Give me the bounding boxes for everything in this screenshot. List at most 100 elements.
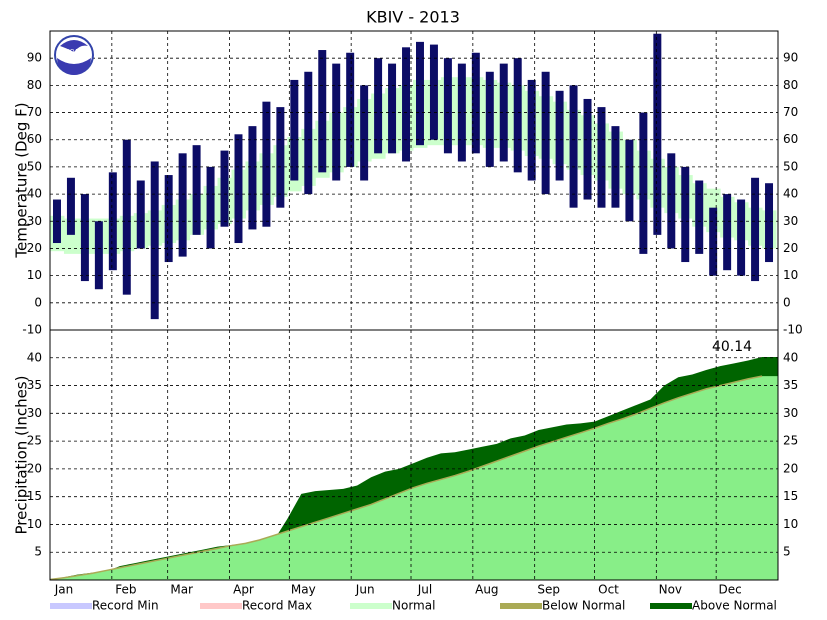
legend-swatch [200,603,242,609]
y-tick-label-right: 20 [783,241,798,255]
y-tick-label-right: 10 [783,268,798,282]
y-tick-label: 40 [27,187,42,201]
temperature-bar [360,85,369,181]
temperature-bar [346,52,355,167]
y-tick-label: 0 [34,295,42,309]
temperature-bar [625,139,634,222]
y-tick-label: 35 [27,378,42,392]
x-tick-label: Nov [659,583,682,597]
y-tick-label-right: 35 [783,378,798,392]
temperature-bar [262,101,271,227]
x-tick-label: Aug [475,583,498,597]
normal-precip-area [50,376,778,580]
temperature-bar [709,207,718,276]
temperature-bar [555,90,564,181]
y-tick-label: 50 [27,159,42,173]
y-tick-label: 70 [27,105,42,119]
temperature-bar [234,134,243,244]
temperature-bar [178,153,187,257]
temperature-bar [290,79,299,181]
y-tick-label: 10 [27,517,42,531]
temperature-bar [765,183,774,263]
x-tick-label: Jan [54,583,74,597]
y-tick-label: 30 [27,214,42,228]
legend-label: Normal [392,599,435,613]
y-tick-label: 90 [27,51,42,65]
temperature-bar [402,47,411,162]
temperature-bar [737,199,746,276]
temperature-bar [569,85,578,208]
temperature-bar [583,98,592,200]
temperature-bar [667,153,676,249]
temperature-bar [220,150,229,227]
y-axis-title: Precipitation (Inches) [13,376,31,535]
y-tick-label: 5 [34,545,42,559]
y-tick-label-right: 70 [783,105,798,119]
y-tick-label: 10 [27,268,42,282]
temperature-bar [695,180,704,254]
y-tick-label-right: 40 [783,187,798,201]
temperature-bar [541,71,550,195]
chart-title: KBIV - 2013 [366,8,460,27]
normal-precip-line [49,375,763,581]
y-tick-label-right: -10 [783,323,803,337]
logo-text: NOAA [65,49,83,56]
x-tick-label: Feb [115,583,136,597]
x-tick-label: Jul [417,583,432,597]
legend-label: Record Max [242,599,312,613]
total-label: 40.14 [712,339,752,355]
temperature-bar [248,126,257,230]
y-tick-label: 30 [27,406,42,420]
temperature-bar [80,194,89,282]
temperature-bar [374,58,383,154]
x-tick-label: Jun [355,583,375,597]
temperature-bar [527,79,536,181]
logo-bird [60,40,88,52]
y-tick-label-right: 90 [783,51,798,65]
x-tick-label: Apr [233,583,254,597]
y-tick-label: -10 [22,323,42,337]
x-tick-label: Mar [170,583,193,597]
y-tick-label-right: 5 [783,545,791,559]
y-tick-label: 40 [27,350,42,364]
y-axis-title: Temperature (Deg F) [13,102,31,258]
temperature-bar [457,63,466,162]
legend-swatch [650,603,692,609]
temperature-bar [639,112,648,254]
temperature-bar [318,50,327,173]
temperature-bar [415,41,424,146]
legend-label: Below Normal [542,599,625,613]
temperature-bar [388,63,397,154]
x-tick-label: May [291,583,316,597]
legend-swatch [50,603,92,609]
temperature-bar [304,71,313,195]
y-tick-label-right: 0 [783,295,791,309]
temperature-bar [94,221,103,290]
legend-swatch [500,603,542,609]
temperature-bar [443,58,452,154]
y-tick-label: 25 [27,434,42,448]
logo-wave [57,58,91,75]
temperature-bar [122,139,131,295]
temperature-bar [164,175,173,263]
x-tick-label: Dec [719,583,742,597]
y-tick-label: 20 [27,461,42,475]
temperature-bar [723,194,732,271]
y-tick-label: 80 [27,78,42,92]
temperature-bar [681,166,690,263]
temperature-bar [485,71,494,167]
legend-label: Record Min [92,599,159,613]
plot-frame [49,329,779,581]
y-tick-label-right: 60 [783,132,798,146]
temperature-bar [597,107,606,208]
temperature-bar [66,177,75,235]
temperature-bar [429,44,438,140]
legend-swatch [350,603,392,609]
y-tick-label-right: 30 [783,214,798,228]
plots: -10 -10 0 0 10 10 20 20 30 30 40 40 50 50 60 60 70 70 80 80… [22,30,803,613]
temperature-bar [751,177,760,282]
temperature-bar [471,52,480,154]
temperature-bar [192,145,201,235]
